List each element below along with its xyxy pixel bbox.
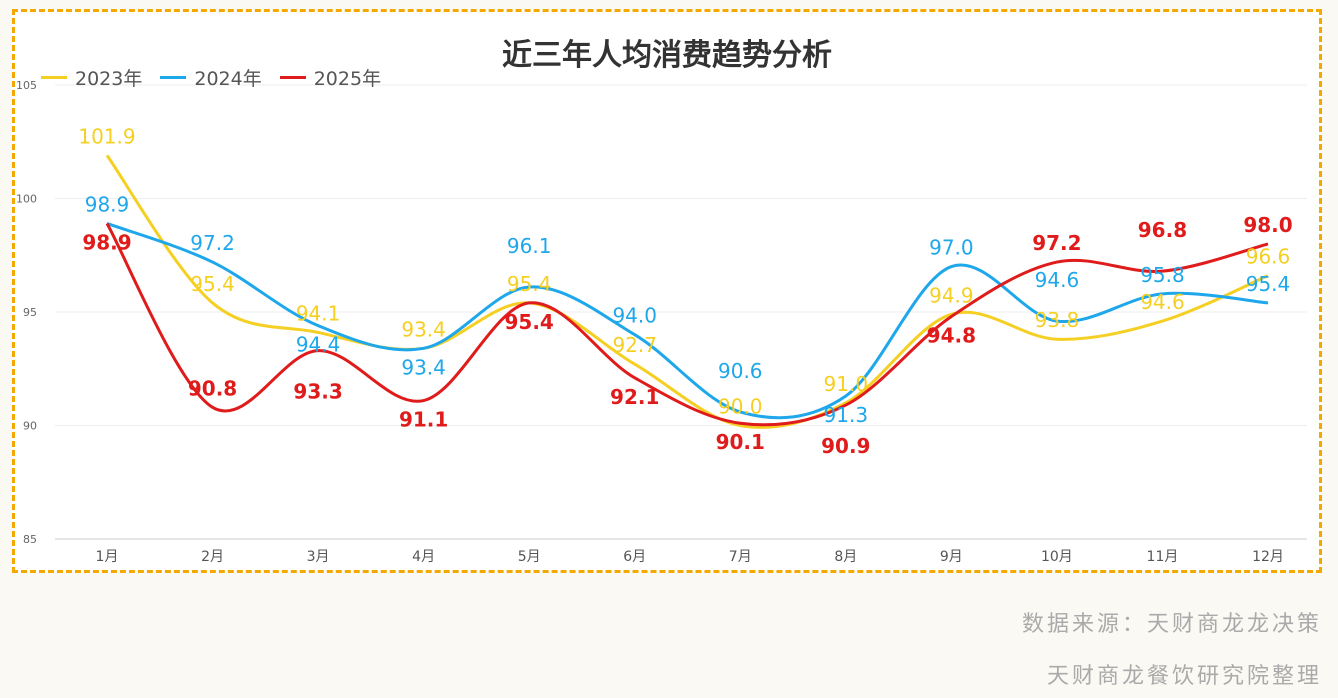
data-label: 90.9: [821, 434, 870, 458]
x-tick-label: 7月: [729, 549, 752, 565]
data-label: 91.3: [824, 403, 869, 427]
data-label: 91.0: [824, 372, 869, 396]
chart-title: 近三年人均消费趋势分析: [502, 38, 832, 73]
x-tick-label: 3月: [307, 549, 330, 565]
data-label: 94.1: [296, 301, 341, 325]
legend-label: 2023年: [75, 68, 143, 90]
data-label: 95.4: [507, 272, 552, 296]
data-label: 98.9: [85, 192, 130, 216]
data-label: 93.4: [401, 355, 446, 379]
data-label: 96.8: [1138, 218, 1187, 242]
data-label: 94.0: [612, 304, 657, 328]
chart-frame: 85 90 95 100 105 1月 2月 3月 4月 5月 6月 7月 8月 9月 10月 11月 12月 1…: [12, 9, 1322, 573]
y-tick-label: 95: [23, 306, 37, 319]
data-label: 90.6: [718, 359, 763, 383]
x-tick-label: 8月: [834, 549, 857, 565]
data-label: 94.4: [296, 333, 341, 357]
legend-swatch: [279, 76, 306, 79]
data-label: 95.4: [505, 310, 554, 334]
legend-label: 2025年: [313, 68, 382, 90]
data-label: 101.9: [78, 124, 135, 148]
y-tick-label: 100: [16, 193, 37, 206]
data-label: 92.7: [612, 333, 657, 357]
data-label: 98.9: [82, 230, 131, 254]
y-tick-label: 85: [23, 533, 37, 546]
data-label: 93.4: [401, 317, 446, 341]
legend-item-2025[interactable]: 2025年: [279, 64, 382, 91]
x-tick-label: 10月: [1041, 549, 1073, 565]
x-tick-label: 11月: [1147, 549, 1179, 565]
y-tick-label: 90: [23, 420, 37, 433]
data-label: 97.0: [929, 236, 974, 260]
data-label: 96.1: [507, 234, 552, 258]
series-line-2023年: [105, 154, 1269, 429]
series-line-2024年: [106, 222, 1269, 420]
data-label: 93.3: [293, 380, 342, 404]
data-label: 97.2: [190, 231, 235, 255]
data-label: 90.0: [718, 395, 763, 419]
x-tick-label: 12月: [1252, 549, 1284, 565]
legend-swatch: [160, 76, 187, 79]
x-tick-label: 6月: [623, 549, 646, 565]
line-chart: 85 90 95 100 105 1月 2月 3月 4月 5月 6月 7月 8月 9月 10月 11月 12月 1…: [16, 79, 1307, 565]
data-label: 90.8: [188, 376, 237, 400]
data-label: 91.1: [399, 408, 448, 432]
x-tick-label: 9月: [940, 549, 963, 565]
data-label: 90.1: [716, 430, 765, 454]
x-tick-label: 1月: [96, 549, 119, 565]
legend-swatch: [41, 76, 67, 79]
data-source: 数据来源：天财商龙龙决策: [1021, 612, 1322, 637]
data-label: 94.9: [929, 283, 974, 307]
data-label: 95.8: [1140, 263, 1185, 287]
data-label: 92.1: [610, 385, 659, 409]
data-label: 94.6: [1035, 268, 1080, 292]
legend-item-2023[interactable]: 2023年: [41, 64, 142, 91]
data-label: 93.8: [1035, 308, 1080, 332]
data-label: 97.2: [1032, 231, 1081, 255]
credit: 天财商龙餐饮研究院整理: [1046, 664, 1322, 689]
legend-item-2024[interactable]: 2024年: [160, 64, 262, 91]
y-tick-label: 105: [16, 79, 37, 92]
series-line-2025年: [105, 222, 1269, 427]
data-label: 95.4: [190, 272, 235, 296]
x-tick-label: 2月: [201, 549, 224, 565]
data-label: 98.0: [1243, 213, 1292, 237]
data-label: 95.4: [1246, 272, 1291, 296]
data-label: 96.6: [1246, 245, 1291, 269]
data-label: 94.6: [1140, 290, 1185, 314]
x-tick-label: 5月: [518, 549, 541, 565]
data-label: 94.8: [927, 324, 976, 348]
legend: 2023年 2024年 2025年: [41, 64, 381, 91]
legend-label: 2024年: [194, 68, 262, 90]
x-tick-label: 4月: [412, 549, 435, 565]
